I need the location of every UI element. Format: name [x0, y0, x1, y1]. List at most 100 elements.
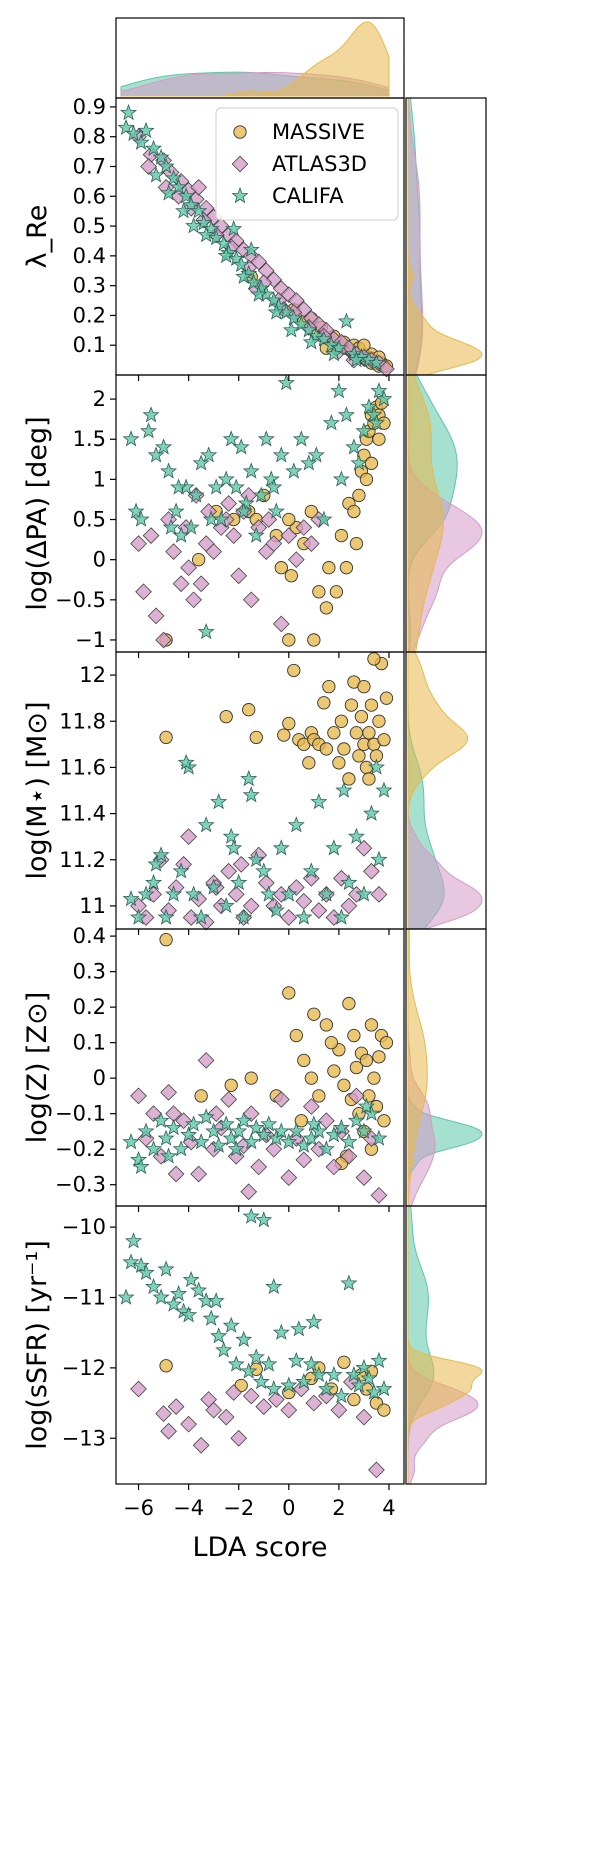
data-point-califa [272, 446, 290, 463]
data-point-atlas3d [280, 1401, 298, 1419]
data-point-califa [285, 462, 303, 479]
data-point-atlas3d [272, 1091, 290, 1108]
data-point-atlas3d [363, 862, 380, 880]
data-point-califa [212, 510, 230, 527]
data-point-califa [125, 124, 143, 141]
data-point-atlas3d [167, 1165, 185, 1183]
data-point-califa [145, 873, 163, 891]
y-tick-label: 0.2 [73, 995, 106, 1019]
data-point-massive [349, 1060, 364, 1075]
data-point-atlas3d [130, 535, 147, 552]
data-point-califa [217, 470, 235, 487]
data-point-califa [130, 1150, 148, 1168]
data-point-massive [284, 569, 298, 583]
x-tick-label: −2 [223, 1496, 254, 1520]
data-point-califa [172, 1140, 190, 1157]
data-point-califa [145, 1140, 163, 1157]
data-point-atlas3d [330, 1401, 348, 1419]
data-point-atlas3d [230, 1429, 248, 1447]
data-point-massive [349, 726, 364, 740]
data-point-califa [370, 382, 388, 399]
data-point-califa [280, 1133, 298, 1150]
data-point-califa [170, 478, 188, 495]
y-tick-label: 0.6 [73, 184, 106, 208]
data-point-massive [364, 1018, 379, 1032]
panel-mass [122, 652, 394, 931]
data-point-califa [260, 1355, 278, 1372]
data-point-califa [247, 850, 265, 867]
data-point-massive [191, 553, 206, 567]
data-point-massive [159, 1359, 173, 1373]
data-point-califa [160, 462, 178, 479]
data-point-massive [377, 733, 391, 747]
data-point-atlas3d [160, 1422, 177, 1440]
data-point-califa [247, 526, 265, 543]
data-point-atlas3d [225, 527, 243, 544]
data-point-califa [197, 1108, 215, 1125]
data-point-califa [197, 816, 215, 833]
data-point-califa [317, 885, 335, 902]
data-point-califa [337, 312, 355, 329]
data-point-atlas3d [207, 1105, 225, 1123]
data-point-califa [332, 470, 350, 487]
data-point-atlas3d [145, 1105, 162, 1123]
data-point-atlas3d [220, 495, 238, 512]
data-point-califa [235, 1111, 253, 1129]
data-point-massive [322, 679, 336, 694]
data-point-atlas3d [190, 1165, 208, 1183]
data-point-califa [282, 321, 300, 338]
data-point-califa [272, 1323, 290, 1340]
side-marginal-dpa [407, 374, 483, 653]
y-tick-label: 0.4 [73, 244, 106, 268]
series-atlas3d [130, 1373, 385, 1479]
data-point-califa [177, 187, 195, 204]
data-point-massive [324, 1035, 339, 1050]
data-point-massive [362, 726, 376, 740]
data-point-massive [307, 633, 321, 647]
data-point-califa [187, 486, 205, 503]
data-point-califa [192, 908, 210, 925]
data-point-atlas3d [180, 1415, 197, 1433]
data-point-atlas3d [348, 1087, 365, 1105]
data-point-massive [302, 756, 316, 770]
data-point-atlas3d [280, 527, 298, 544]
data-point-califa [230, 1122, 248, 1139]
data-point-califa [122, 1133, 140, 1150]
data-point-califa [167, 502, 185, 519]
data-point-atlas3d [305, 1394, 323, 1412]
data-point-atlas3d [340, 1147, 358, 1165]
data-point-califa [305, 1115, 323, 1132]
data-point-califa [355, 885, 373, 902]
data-point-massive [224, 1078, 238, 1092]
data-point-atlas3d [190, 178, 208, 196]
data-point-massive [289, 1028, 303, 1043]
data-point-atlas3d [242, 897, 260, 915]
data-point-massive [282, 716, 296, 731]
data-point-califa [225, 839, 243, 856]
data-point-califa [192, 454, 210, 471]
data-point-atlas3d [295, 301, 313, 318]
data-point-atlas3d [167, 1398, 185, 1415]
data-point-massive [274, 561, 288, 575]
data-point-califa [292, 430, 310, 447]
data-point-massive [322, 561, 336, 575]
data-point-califa [177, 753, 195, 771]
data-point-atlas3d [280, 909, 298, 926]
side-marginal-metallicity [407, 928, 483, 1207]
y-tick-label: −1 [75, 628, 106, 652]
data-point-atlas3d [165, 543, 182, 561]
data-point-califa [165, 1118, 183, 1136]
data-point-califa [347, 827, 365, 844]
data-point-califa [260, 885, 278, 902]
data-point-massive [337, 1355, 351, 1369]
data-point-massive [327, 726, 341, 740]
data-point-califa [242, 1207, 260, 1224]
data-point-califa [137, 1263, 155, 1281]
data-point-califa [132, 1256, 150, 1274]
data-point-massive [297, 1053, 311, 1068]
data-point-califa [210, 793, 228, 810]
data-point-califa [315, 510, 333, 527]
data-point-califa [132, 1157, 150, 1175]
data-point-califa [287, 1122, 305, 1139]
y-tick-label: −13 [62, 1426, 106, 1450]
